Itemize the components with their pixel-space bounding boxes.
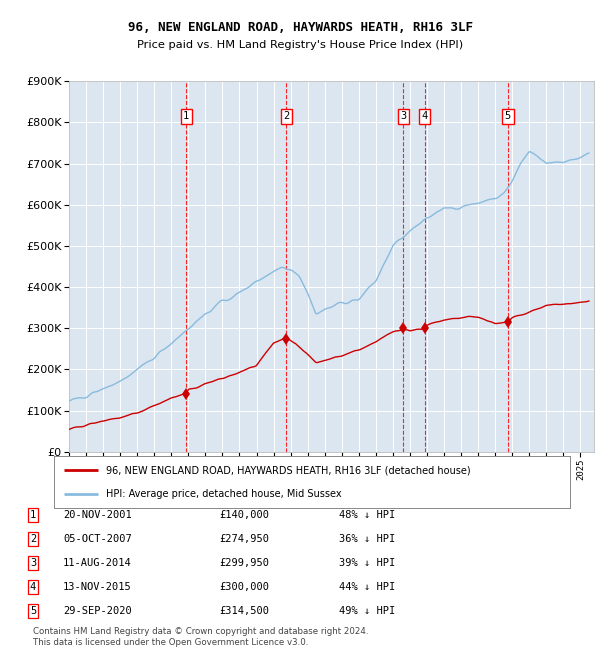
Text: HPI: Average price, detached house, Mid Sussex: HPI: Average price, detached house, Mid … — [106, 489, 341, 499]
Text: 1: 1 — [183, 111, 190, 122]
Text: 49% ↓ HPI: 49% ↓ HPI — [339, 606, 395, 616]
Text: 20-NOV-2001: 20-NOV-2001 — [63, 510, 132, 520]
Text: 36% ↓ HPI: 36% ↓ HPI — [339, 534, 395, 544]
Text: Contains HM Land Registry data © Crown copyright and database right 2024.: Contains HM Land Registry data © Crown c… — [33, 627, 368, 636]
Text: 29-SEP-2020: 29-SEP-2020 — [63, 606, 132, 616]
Text: Price paid vs. HM Land Registry's House Price Index (HPI): Price paid vs. HM Land Registry's House … — [137, 40, 463, 51]
Text: £140,000: £140,000 — [219, 510, 269, 520]
Text: 11-AUG-2014: 11-AUG-2014 — [63, 558, 132, 568]
Text: 13-NOV-2015: 13-NOV-2015 — [63, 582, 132, 592]
Text: £314,500: £314,500 — [219, 606, 269, 616]
Text: 5: 5 — [505, 111, 511, 122]
Text: 44% ↓ HPI: 44% ↓ HPI — [339, 582, 395, 592]
Text: 4: 4 — [30, 582, 36, 592]
Text: 3: 3 — [30, 558, 36, 568]
Text: £299,950: £299,950 — [219, 558, 269, 568]
Text: 96, NEW ENGLAND ROAD, HAYWARDS HEATH, RH16 3LF (detached house): 96, NEW ENGLAND ROAD, HAYWARDS HEATH, RH… — [106, 465, 470, 475]
Text: 2: 2 — [30, 534, 36, 544]
Text: 96, NEW ENGLAND ROAD, HAYWARDS HEATH, RH16 3LF: 96, NEW ENGLAND ROAD, HAYWARDS HEATH, RH… — [128, 21, 473, 34]
Text: 4: 4 — [422, 111, 428, 122]
Text: 5: 5 — [30, 606, 36, 616]
Text: 2: 2 — [283, 111, 290, 122]
Text: This data is licensed under the Open Government Licence v3.0.: This data is licensed under the Open Gov… — [33, 638, 308, 647]
Text: £300,000: £300,000 — [219, 582, 269, 592]
Text: £274,950: £274,950 — [219, 534, 269, 544]
Text: 1: 1 — [30, 510, 36, 520]
Text: 39% ↓ HPI: 39% ↓ HPI — [339, 558, 395, 568]
Text: 05-OCT-2007: 05-OCT-2007 — [63, 534, 132, 544]
Text: 48% ↓ HPI: 48% ↓ HPI — [339, 510, 395, 520]
Text: 3: 3 — [400, 111, 406, 122]
